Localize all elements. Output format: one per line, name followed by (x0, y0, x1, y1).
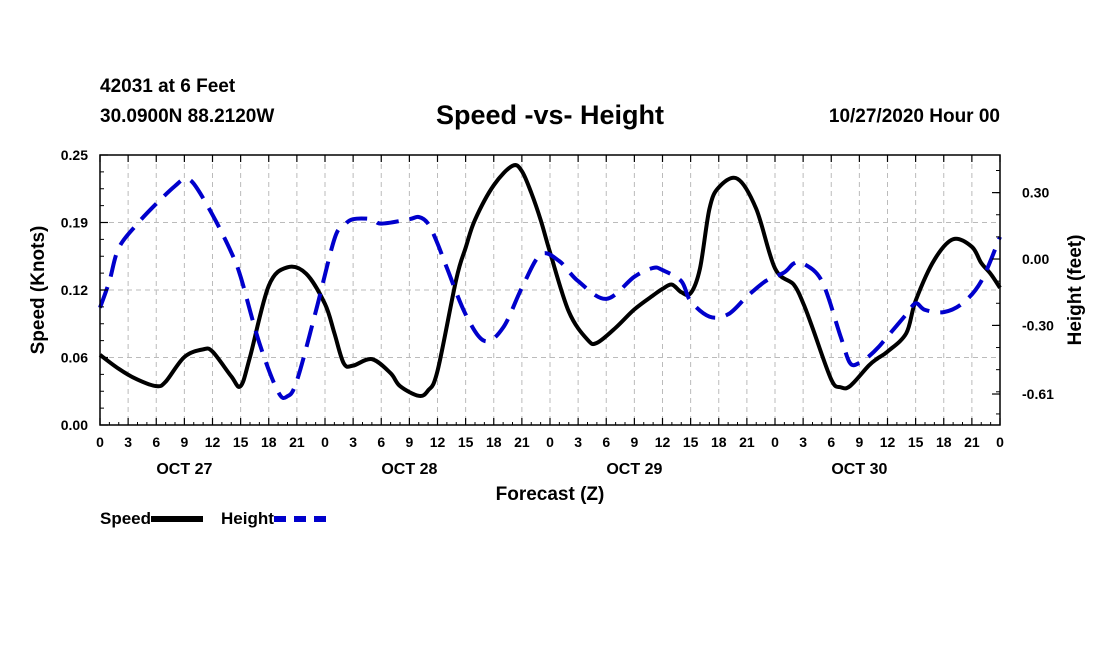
y-tick-label: 0.12 (61, 282, 88, 298)
x-tick-label: 18 (261, 434, 277, 450)
x-tick-label: 12 (205, 434, 221, 450)
plot-frame (99, 154, 1001, 426)
date-label: OCT 27 (156, 461, 212, 478)
x-tick-label: 18 (486, 434, 502, 450)
y2-tick-label: 0.00 (1022, 251, 1049, 267)
date-label: OCT 29 (606, 461, 662, 478)
x-tick-label: 9 (180, 434, 188, 450)
speed-series-line (98, 163, 1002, 398)
chart-title: Speed -vs- Height (435, 100, 665, 130)
legend-height-label: Height (221, 509, 274, 528)
x-tick-label: 15 (458, 434, 474, 450)
y-tick-label: 0.25 (61, 147, 88, 163)
x-tick-label: 21 (964, 434, 980, 450)
run-datetime-label: 10/27/2020 Hour 00 (828, 106, 1000, 127)
y2-tick-label: 0.30 (1022, 185, 1049, 201)
legend-height-swatch (273, 516, 326, 522)
x-tick-label: 9 (405, 434, 413, 450)
x-tick-label: 12 (655, 434, 671, 450)
x-tick-label: 12 (880, 434, 896, 450)
y-tick-label: 0.06 (61, 350, 88, 366)
x-tick-label: 0 (996, 434, 1004, 450)
x-tick-label: 15 (683, 434, 699, 450)
x-tick-label: 21 (739, 434, 755, 450)
y2-tick-label: -0.61 (1022, 386, 1054, 402)
date-label: OCT 30 (831, 461, 887, 478)
legend: Speed Height (100, 509, 326, 529)
x-tick-label: 21 (514, 434, 530, 450)
x-tick-label: 6 (377, 434, 385, 450)
date-label: OCT 28 (381, 461, 437, 478)
legend-speed-swatch (151, 516, 204, 522)
y-tick-label: 0.19 (61, 215, 88, 231)
x-tick-label: 9 (630, 434, 638, 450)
x-tick-label: 6 (152, 434, 160, 450)
x-tick-label: 3 (799, 434, 807, 450)
station-coordinates-label: 30.0900N 88.2120W (100, 106, 275, 127)
x-tick-label: 9 (855, 434, 863, 450)
x-tick-label: 0 (96, 434, 104, 450)
x-tick-label: 6 (827, 434, 835, 450)
x-tick-label: 0 (546, 434, 554, 450)
x-tick-label: 3 (574, 434, 582, 450)
y-tick-label: 0.00 (61, 417, 88, 433)
x-tick-label: 18 (711, 434, 727, 450)
x-tick-label: 0 (321, 434, 329, 450)
x-tick-label: 12 (430, 434, 446, 450)
legend-speed-label: Speed (100, 509, 152, 528)
x-tick-label: 0 (771, 434, 779, 450)
x-tick-label: 15 (233, 434, 249, 450)
x-tick-label: 6 (602, 434, 610, 450)
x-tick-label: 15 (908, 434, 924, 450)
axes: 0 3 6 9 12 15 18 21 0 3 6 9 12 15 18 21 0 3 6 9 12 15 18 21 0 3 6 9… (61, 147, 1054, 478)
x-axis-label: Forecast (Z) (496, 484, 605, 505)
series-lines (98, 163, 1002, 401)
height-series-line (98, 177, 1002, 401)
x-tick-label: 3 (124, 434, 132, 450)
y2-tick-label: -0.30 (1022, 317, 1054, 333)
right-y-axis-label: Height (feet) (1065, 235, 1086, 346)
left-y-axis-label: Speed (Knots) (28, 226, 49, 355)
x-tick-label: 21 (289, 434, 305, 450)
x-tick-label: 3 (349, 434, 357, 450)
station-id-label: 42031 at 6 Feet (100, 76, 236, 97)
x-tick-label: 18 (936, 434, 952, 450)
